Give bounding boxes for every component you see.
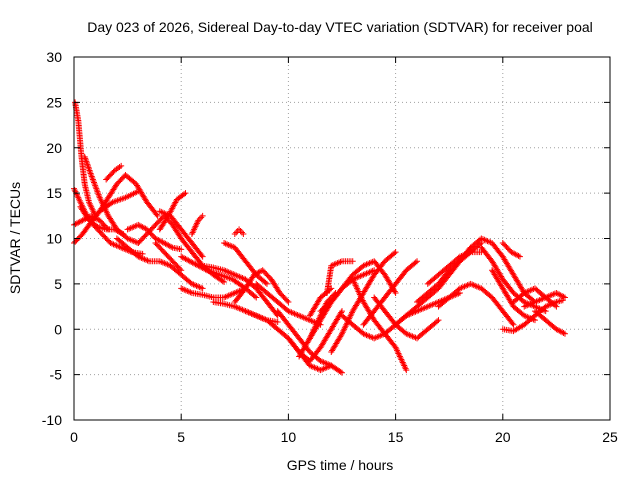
data-series-arc-06: [77, 203, 127, 237]
data-series-arc-07: [96, 171, 161, 219]
data-markers: [188, 212, 206, 237]
y-tick-label: 0: [54, 321, 62, 337]
data-markers: [103, 162, 125, 183]
data-markers: [156, 208, 206, 260]
data-markers: [323, 258, 356, 296]
data-series-arc-10: [124, 221, 185, 253]
data-markers: [274, 308, 345, 376]
data-markers: [178, 285, 249, 301]
data-series-arc-31: [323, 258, 356, 296]
data-markers: [371, 294, 442, 342]
data-markers: [499, 297, 566, 335]
data-series-arc-30: [317, 258, 399, 315]
data-series-arc-08: [103, 162, 125, 183]
data-series-arc-14: [156, 208, 206, 260]
data-markers: [152, 240, 185, 274]
data-series-arc-22: [231, 267, 292, 306]
y-tick-label: 10: [46, 231, 62, 247]
data-markers: [113, 235, 206, 292]
y-tick-label: 25: [46, 94, 62, 110]
y-tick-label: 20: [46, 140, 62, 156]
axis-layer: 0 5 10 15 20 25 -10 -5 0 5 10 15 20 25 30: [42, 49, 618, 445]
data-series-arc-09: [113, 235, 206, 292]
data-markers: [231, 267, 292, 306]
x-tick-label: 5: [177, 429, 185, 445]
x-tick-label: 10: [281, 429, 297, 445]
data-markers: [221, 240, 270, 287]
data-series-arc-16: [178, 285, 249, 301]
data-series-arc-45: [499, 240, 523, 260]
data-series-arc-21: [231, 226, 247, 237]
y-tick-label: 5: [54, 276, 62, 292]
data-markers: [231, 226, 247, 237]
x-tick-label: 15: [388, 429, 404, 445]
data-markers: [521, 289, 568, 310]
data-series-arc-17: [188, 212, 206, 237]
data-series-arc-41: [435, 280, 517, 328]
data-markers: [435, 280, 517, 328]
data-series-arc-20: [221, 240, 270, 287]
data-series-arc-34: [349, 276, 410, 374]
data-markers: [124, 221, 185, 253]
x-axis-label: GPS time / hours: [287, 457, 394, 473]
data-series-arc-49: [499, 297, 566, 335]
data-markers: [499, 240, 523, 260]
data-series-arc-36: [371, 294, 442, 342]
data-layer: [71, 99, 568, 376]
y-tick-label: 15: [46, 185, 62, 201]
y-tick-label: -10: [42, 412, 62, 428]
data-series-arc-25: [274, 308, 345, 376]
data-series-arc-47: [521, 289, 568, 310]
x-tick-label: 25: [602, 429, 618, 445]
data-series-arc-24: [253, 280, 324, 328]
data-series-arc-15: [178, 253, 260, 301]
data-markers: [178, 253, 260, 301]
x-tick-label: 0: [70, 429, 78, 445]
data-series-arc-12: [152, 240, 185, 274]
chart-title: Day 023 of 2026, Sidereal Day-to-day VTE…: [87, 19, 593, 35]
y-axis-label: SDTVAR / TECUs: [7, 182, 23, 294]
data-markers: [317, 258, 399, 315]
data-markers: [349, 276, 410, 374]
data-markers: [77, 203, 127, 237]
x-tick-label: 20: [495, 429, 511, 445]
data-markers: [96, 171, 161, 219]
y-tick-label: 30: [46, 49, 62, 65]
y-tick-label: -5: [50, 367, 63, 383]
data-markers: [253, 280, 324, 328]
